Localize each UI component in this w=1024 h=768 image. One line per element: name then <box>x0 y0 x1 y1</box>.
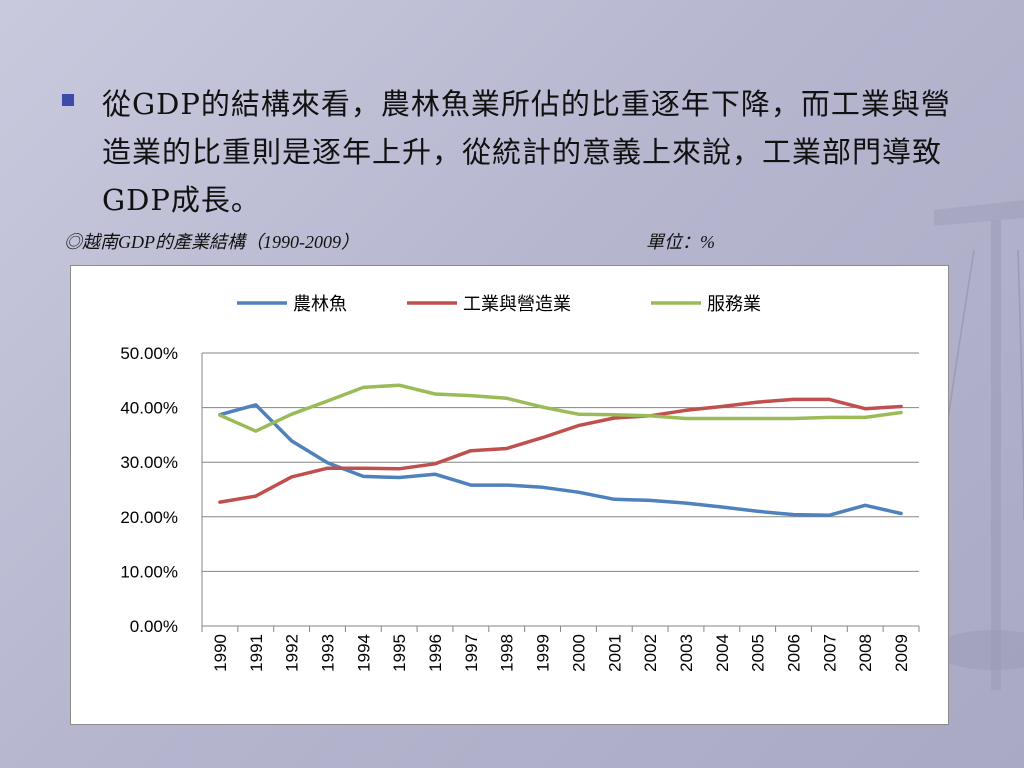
x-tick-label: 1998 <box>498 634 517 672</box>
x-tick-label: 2009 <box>892 634 911 672</box>
y-tick-label: 40.00% <box>120 399 178 418</box>
x-tick-label: 2004 <box>713 634 732 672</box>
y-tick-label: 10.00% <box>120 562 178 581</box>
x-tick-label: 2006 <box>785 634 804 672</box>
x-tick-label: 1994 <box>354 634 373 672</box>
x-tick-label: 1995 <box>390 634 409 672</box>
x-tick-label: 2003 <box>677 634 696 672</box>
x-tick-label: 2005 <box>749 634 768 672</box>
x-tick-label: 1999 <box>534 634 553 672</box>
balance-scale-decoration <box>934 200 1024 690</box>
legend-label: 工業與營造業 <box>463 294 571 315</box>
x-tick-label: 1992 <box>283 634 302 672</box>
x-tick-label: 2002 <box>641 634 660 672</box>
unit-label: 單位：% <box>646 232 715 252</box>
series-line-2 <box>218 397 903 504</box>
series-line-3 <box>218 383 903 433</box>
x-tick-label: 1990 <box>211 634 230 672</box>
y-tick-label: 20.00% <box>120 508 178 527</box>
line-chart: 0.00% 10.00% 20.00% 30.00% 40.00% 50.00% 1990 1… <box>70 265 949 725</box>
chart-svg: 0.00% 10.00% 20.00% 30.00% 40.00% 50.00% 1990 1… <box>120 294 920 672</box>
x-tick-label: 2000 <box>569 634 588 672</box>
x-tick-label: 1996 <box>426 634 445 672</box>
x-tick-label: 1991 <box>247 634 266 672</box>
x-tick-label: 2007 <box>820 634 839 672</box>
y-tick-label: 0.00% <box>130 617 178 636</box>
x-tick-label: 1993 <box>318 634 337 672</box>
x-tick-label: 2001 <box>605 634 624 672</box>
legend-label: 農林魚 <box>293 294 347 315</box>
bullet-text: 從GDP的結構來看，農林魚業所佔的比重逐年下降，而工業與營造業的比重則是逐年上升… <box>102 87 951 217</box>
legend-label: 服務業 <box>707 294 761 315</box>
x-tick-label: 1997 <box>462 634 481 672</box>
x-tick-label: 2008 <box>856 634 875 672</box>
y-tick-label: 50.00% <box>120 344 178 363</box>
series-line-1 <box>218 403 903 517</box>
bullet-square-icon <box>62 94 74 106</box>
y-tick-label: 30.00% <box>120 453 178 472</box>
chart-caption: ◎越南GDP的產業結構（1990-2009） <box>64 232 359 252</box>
